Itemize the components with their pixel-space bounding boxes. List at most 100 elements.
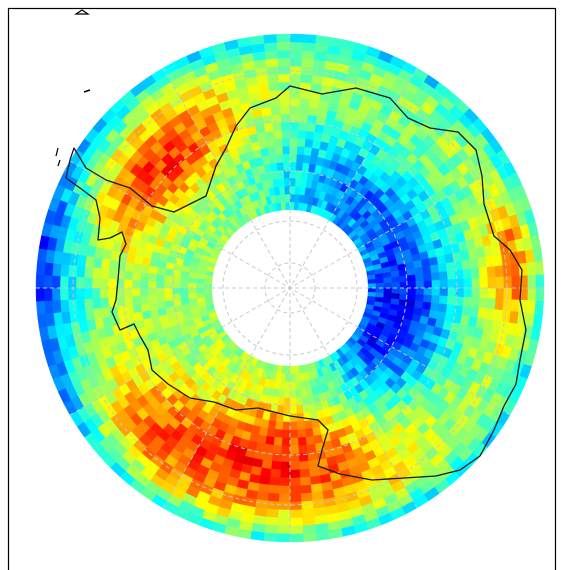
heat-cell bbox=[285, 194, 290, 202]
heat-cell bbox=[290, 146, 297, 154]
heat-cell bbox=[290, 138, 298, 146]
heat-cell bbox=[283, 406, 290, 414]
heat-cell bbox=[536, 275, 544, 288]
heat-cell bbox=[92, 267, 101, 278]
heat-cell bbox=[376, 288, 384, 293]
heat-cell bbox=[384, 288, 392, 293]
heat-cell bbox=[44, 262, 53, 275]
heat-cell bbox=[300, 477, 311, 486]
heat-cell bbox=[258, 484, 270, 493]
heat-cell bbox=[273, 179, 280, 188]
heat-cell bbox=[44, 275, 52, 288]
heat-cell bbox=[262, 460, 272, 469]
heat-cell bbox=[259, 140, 268, 149]
heat-cell bbox=[140, 295, 149, 303]
heat-cell bbox=[264, 42, 277, 51]
heat-cell bbox=[472, 278, 480, 288]
heat-cell bbox=[276, 154, 283, 163]
heat-cell bbox=[479, 267, 488, 278]
heat-cell bbox=[257, 491, 269, 500]
heat-cell bbox=[503, 265, 512, 277]
heat-cell bbox=[204, 284, 212, 289]
heat-cell bbox=[260, 148, 269, 157]
heat-cell bbox=[68, 276, 76, 288]
heat-cell bbox=[496, 288, 504, 299]
heat-cell bbox=[280, 478, 290, 486]
heat-cell bbox=[140, 272, 149, 280]
heat-cell bbox=[533, 314, 543, 328]
heat-cell bbox=[416, 281, 424, 288]
heat-cell bbox=[36, 288, 44, 301]
heat-cell bbox=[148, 281, 156, 288]
heat-cell bbox=[188, 293, 196, 299]
heat-cell bbox=[424, 281, 432, 288]
heat-cell bbox=[284, 178, 290, 186]
heat-cell bbox=[308, 107, 318, 116]
heat-cell bbox=[430, 265, 439, 274]
heat-cell bbox=[263, 34, 277, 43]
heat-cell bbox=[316, 531, 330, 541]
heat-cell bbox=[431, 295, 440, 303]
heat-cell bbox=[290, 58, 302, 66]
heat-cell bbox=[421, 258, 430, 267]
heat-cell bbox=[303, 34, 317, 43]
heat-cell bbox=[275, 421, 283, 430]
heat-cell bbox=[273, 445, 282, 454]
heat-cell bbox=[92, 288, 100, 298]
heat-cell bbox=[164, 281, 172, 288]
heat-cell bbox=[479, 298, 488, 309]
heat-cell bbox=[84, 288, 92, 299]
heat-cell bbox=[305, 428, 314, 437]
heat-cell bbox=[279, 186, 285, 194]
heat-cell bbox=[290, 502, 302, 510]
heat-cell bbox=[448, 279, 456, 288]
heat-cell bbox=[480, 278, 488, 288]
heat-cell bbox=[495, 299, 504, 311]
heat-cell bbox=[290, 106, 300, 114]
heat-cell bbox=[101, 258, 110, 269]
heat-cell bbox=[36, 301, 45, 315]
page: (() => { JSON.parse(document.getElementB… bbox=[0, 0, 564, 570]
heat-cell bbox=[281, 122, 290, 130]
heat-cell bbox=[283, 422, 290, 430]
heat-cell bbox=[264, 123, 273, 132]
heat-cell bbox=[478, 308, 487, 319]
heat-cell bbox=[472, 288, 480, 298]
heat-cell bbox=[281, 446, 290, 454]
heat-cell bbox=[269, 90, 280, 99]
heat-cell bbox=[511, 264, 520, 276]
heat-cell bbox=[265, 50, 278, 59]
heat-cell bbox=[108, 288, 116, 298]
heat-cell bbox=[290, 390, 296, 398]
heat-cell bbox=[391, 277, 399, 283]
heat-cell bbox=[429, 257, 438, 266]
heat-cell bbox=[488, 288, 496, 299]
heat-cell bbox=[76, 288, 84, 299]
heat-cell bbox=[290, 478, 300, 486]
heat-cell bbox=[297, 154, 304, 163]
heat-cell bbox=[290, 470, 300, 478]
heat-cell bbox=[180, 288, 188, 294]
heat-cell bbox=[290, 74, 301, 82]
heat-cell bbox=[273, 130, 282, 139]
heat-cell bbox=[125, 305, 134, 314]
heat-cell bbox=[512, 288, 520, 300]
heat-cell bbox=[281, 202, 286, 210]
heat-cell bbox=[273, 437, 282, 446]
heat-cell bbox=[447, 296, 456, 305]
heat-cell bbox=[267, 139, 276, 148]
heat-cell bbox=[278, 50, 290, 58]
heat-cell bbox=[125, 262, 134, 271]
heat-cell bbox=[290, 50, 302, 58]
heat-cell bbox=[270, 163, 277, 172]
heat-cell bbox=[290, 422, 297, 430]
heat-cell bbox=[133, 263, 142, 272]
heat-cell bbox=[279, 178, 285, 186]
heat-cell bbox=[309, 468, 320, 477]
heat-cell bbox=[290, 122, 299, 130]
heat-cell bbox=[132, 280, 140, 288]
heat-cell bbox=[258, 83, 270, 92]
heat-cell bbox=[407, 275, 415, 282]
heat-cell bbox=[262, 107, 272, 116]
heat-cell bbox=[438, 263, 447, 272]
